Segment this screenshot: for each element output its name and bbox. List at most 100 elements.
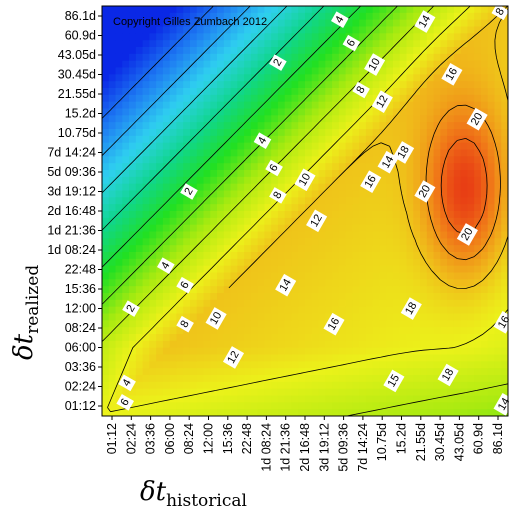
heatmap-cell bbox=[359, 135, 367, 144]
heatmap-cell bbox=[203, 409, 211, 416]
heatmap-cell bbox=[142, 135, 150, 144]
heatmap-cell bbox=[426, 197, 435, 205]
heatmap-cell bbox=[176, 402, 184, 410]
heatmap-cell bbox=[392, 53, 401, 62]
heatmap-cell bbox=[156, 354, 164, 362]
heatmap-cell bbox=[284, 67, 293, 75]
heatmap-cell bbox=[142, 67, 150, 75]
heatmap-cell bbox=[345, 122, 353, 130]
heatmap-cell bbox=[311, 6, 320, 14]
heatmap-cell bbox=[156, 12, 164, 21]
heatmap-cell bbox=[311, 258, 320, 267]
heatmap-cell bbox=[230, 252, 238, 260]
heatmap-cell bbox=[453, 122, 462, 130]
heatmap-cell bbox=[487, 347, 496, 356]
heatmap-cell bbox=[271, 252, 279, 260]
heatmap-cell bbox=[372, 361, 381, 369]
contour-label-bg bbox=[253, 132, 272, 149]
heatmap-cell bbox=[223, 293, 232, 301]
heatmap-cell bbox=[501, 265, 508, 274]
heatmap-cell bbox=[474, 74, 482, 82]
contour-label-text: 8 bbox=[271, 190, 284, 201]
heatmap-cell bbox=[149, 149, 157, 157]
heatmap-cell bbox=[162, 47, 171, 55]
heatmap-cell bbox=[372, 142, 381, 151]
heatmap-cell bbox=[149, 224, 157, 233]
heatmap-cell bbox=[338, 81, 347, 89]
heatmap-cell bbox=[359, 375, 367, 383]
heatmap-cell bbox=[433, 12, 441, 21]
heatmap-cell bbox=[129, 149, 137, 157]
heatmap-cell bbox=[217, 402, 225, 410]
heatmap-cell bbox=[264, 115, 272, 123]
heatmap-cell bbox=[271, 122, 279, 130]
heatmap-cell bbox=[501, 299, 508, 308]
heatmap-cell bbox=[305, 74, 313, 82]
heatmap-cell bbox=[210, 286, 218, 294]
heatmap-cell bbox=[487, 33, 496, 41]
heatmap-cell bbox=[467, 252, 475, 260]
heatmap-cell bbox=[237, 265, 245, 274]
heatmap-cell bbox=[244, 183, 252, 192]
heatmap-cell bbox=[108, 258, 117, 267]
heatmap-cell bbox=[169, 53, 178, 62]
heatmap-cell bbox=[426, 299, 435, 308]
heatmap-cell bbox=[440, 88, 448, 96]
heatmap-cell bbox=[291, 252, 299, 260]
heatmap-cell bbox=[237, 211, 245, 219]
heatmap-cell bbox=[210, 88, 218, 96]
heatmap-cell bbox=[169, 33, 178, 41]
heatmap-cell bbox=[501, 286, 508, 294]
heatmap-cell bbox=[311, 149, 320, 157]
heatmap-cell bbox=[250, 252, 259, 260]
heatmap-cell bbox=[169, 231, 178, 239]
heatmap-cell bbox=[305, 135, 313, 144]
heatmap-cell bbox=[487, 272, 496, 280]
heatmap-cell bbox=[325, 67, 333, 75]
contour-label-bg bbox=[275, 273, 297, 297]
heatmap-cell bbox=[176, 340, 184, 349]
heatmap-cell bbox=[196, 252, 205, 260]
heatmap-cell bbox=[365, 94, 374, 103]
heatmap-cell bbox=[183, 402, 191, 410]
heatmap-cell bbox=[115, 361, 123, 369]
contour-label-bg bbox=[414, 180, 436, 203]
heatmap-cell bbox=[480, 279, 489, 287]
heatmap-cell bbox=[305, 26, 313, 34]
heatmap-cell bbox=[169, 334, 178, 342]
heatmap-cell bbox=[244, 122, 252, 130]
heatmap-cell bbox=[115, 183, 123, 192]
heatmap-cell bbox=[284, 402, 293, 410]
heatmap-cell bbox=[149, 217, 157, 226]
heatmap-cell bbox=[379, 340, 387, 349]
heatmap-cell bbox=[352, 122, 360, 130]
heatmap-cell bbox=[223, 115, 232, 123]
heatmap-cell bbox=[474, 224, 482, 233]
heatmap-cell bbox=[210, 299, 218, 308]
heatmap-cell bbox=[501, 306, 508, 315]
heatmap-cell bbox=[257, 204, 265, 212]
heatmap-cell bbox=[480, 375, 489, 383]
contour-label-bg bbox=[491, 3, 510, 21]
heatmap-cell bbox=[480, 122, 489, 130]
heatmap-cell bbox=[474, 33, 482, 41]
contour-label-text: 12 bbox=[308, 212, 325, 229]
heatmap-cell bbox=[264, 265, 272, 274]
heatmap-cell bbox=[447, 156, 455, 164]
heatmap-cell bbox=[169, 47, 178, 55]
heatmap-cell bbox=[392, 122, 401, 130]
heatmap-cell bbox=[372, 217, 381, 226]
heatmap-cell bbox=[115, 272, 123, 280]
heatmap-cell bbox=[196, 12, 205, 21]
heatmap-cell bbox=[440, 26, 448, 34]
heatmap-cell bbox=[440, 190, 448, 198]
contour-label: 18 bbox=[437, 363, 459, 387]
heatmap-cell bbox=[129, 388, 137, 397]
heatmap-cell bbox=[230, 135, 238, 144]
heatmap-cell bbox=[474, 183, 482, 192]
heatmap-cell bbox=[129, 258, 137, 267]
heatmap-cell bbox=[480, 347, 489, 356]
heatmap-cell bbox=[122, 81, 130, 89]
heatmap-cell bbox=[298, 6, 306, 14]
heatmap-cell bbox=[359, 26, 367, 34]
